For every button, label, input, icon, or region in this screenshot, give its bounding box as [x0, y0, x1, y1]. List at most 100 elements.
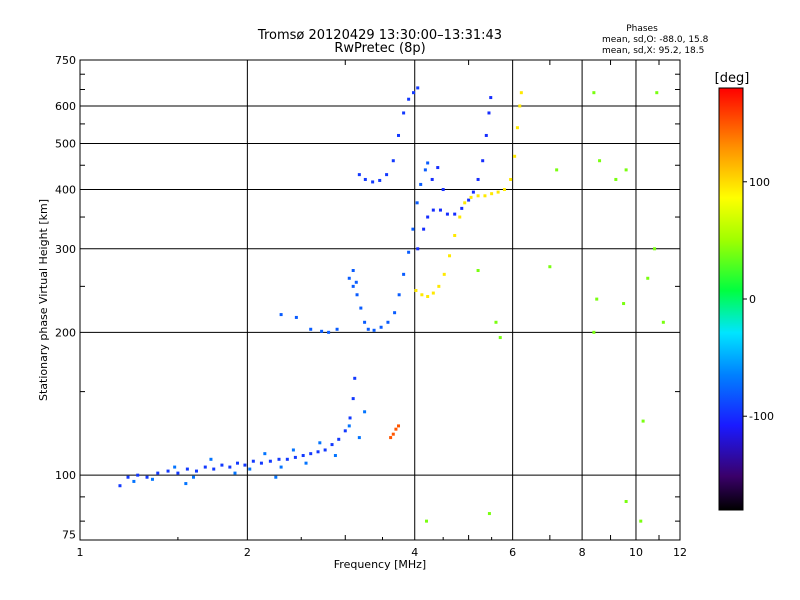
data-point: [268, 459, 272, 463]
series-e-layer-scatter: [132, 410, 367, 486]
data-point: [335, 327, 339, 331]
data-point: [363, 410, 367, 414]
data-point: [316, 450, 320, 454]
data-point: [320, 329, 324, 333]
x-tick-label: 1: [77, 546, 84, 559]
data-point: [233, 471, 237, 475]
chart-subtitle: RwPretec (8p): [334, 41, 425, 56]
data-point: [343, 429, 347, 433]
data-point: [379, 325, 383, 329]
data-point: [416, 247, 420, 251]
data-point: [426, 215, 430, 219]
data-point: [333, 454, 337, 458]
data-point: [441, 188, 445, 192]
data-point: [653, 247, 657, 251]
data-point: [366, 327, 370, 331]
data-point: [351, 397, 355, 401]
colorbar: [deg] 100 0 -100: [715, 71, 774, 511]
data-point: [277, 457, 281, 461]
chart-title: Tromsø 20120429 13:30:00–13:31:43: [257, 28, 502, 43]
y-tick-label: 75: [62, 528, 76, 541]
data-point: [436, 166, 440, 170]
data-point: [453, 212, 457, 216]
x-axis-label: Frequency [MHz]: [334, 558, 426, 571]
series-es-x-mode: [389, 424, 401, 440]
data-point: [595, 297, 599, 301]
phase-stats-x-mode: mean, sd,X: 95.2, 18.5: [602, 46, 704, 56]
data-point: [145, 475, 149, 479]
series-f2-x-mode-trace: [414, 91, 523, 298]
data-point: [448, 254, 452, 258]
data-point: [150, 477, 154, 481]
data-point: [426, 294, 430, 298]
y-tick-label: 750: [55, 54, 76, 67]
series-e-layer-trace: [118, 376, 357, 488]
data-point: [363, 177, 367, 181]
x-tick-label: 10: [629, 546, 643, 559]
data-point: [513, 154, 517, 158]
data-point: [598, 159, 602, 163]
colorbar-tick-label: -100: [749, 410, 774, 423]
data-point: [259, 461, 263, 465]
data-point: [371, 180, 375, 184]
data-point: [263, 452, 267, 456]
data-point: [323, 448, 327, 452]
data-point: [515, 126, 519, 130]
data-point: [347, 424, 351, 428]
data-point: [293, 455, 297, 459]
data-point: [191, 475, 195, 479]
data-point: [502, 188, 506, 192]
data-point: [354, 280, 358, 284]
data-point: [476, 269, 480, 273]
data-point: [614, 177, 618, 181]
data-point: [194, 469, 198, 473]
data-point: [641, 419, 645, 423]
data-point: [203, 465, 207, 469]
data-point: [351, 284, 355, 288]
data-point: [420, 293, 424, 297]
y-tick-label: 200: [55, 326, 76, 339]
data-point: [467, 198, 471, 202]
data-point: [363, 320, 367, 324]
data-point: [397, 133, 401, 137]
data-point: [496, 190, 500, 194]
data-point: [327, 330, 331, 334]
data-point: [407, 97, 411, 101]
data-point: [397, 293, 401, 297]
data-point: [445, 212, 449, 216]
data-point: [166, 469, 170, 473]
data-point: [548, 265, 552, 269]
data-point: [126, 475, 130, 479]
grid-lines: [80, 60, 680, 540]
colorbar-gradient: [718, 87, 744, 511]
data-point: [359, 306, 363, 310]
data-point: [487, 111, 491, 115]
data-point: [318, 441, 322, 445]
data-point: [437, 284, 441, 288]
data-point: [487, 512, 491, 516]
data-point: [412, 91, 416, 95]
data-point: [483, 194, 487, 198]
data-point: [357, 173, 361, 177]
data-point: [646, 276, 650, 280]
data-point: [132, 479, 136, 483]
data-point: [393, 311, 397, 315]
data-point: [438, 208, 442, 212]
data-point: [397, 424, 401, 428]
data-point: [555, 168, 559, 172]
data-point: [156, 471, 160, 475]
y-axis-label: Stationary phase Virtual Height [km]: [37, 199, 50, 401]
data-point: [425, 519, 429, 523]
data-point: [220, 463, 224, 467]
phase-stats-o-mode: mean, sd,O: -88.0, 15.8: [602, 35, 709, 45]
data-point: [414, 289, 418, 293]
data-point: [415, 201, 419, 205]
data-point: [136, 473, 140, 477]
y-tick-label: 600: [55, 100, 76, 113]
series-scattered-echoes: [425, 91, 665, 523]
data-point: [426, 161, 430, 165]
data-point: [301, 454, 305, 458]
data-point: [661, 320, 665, 324]
